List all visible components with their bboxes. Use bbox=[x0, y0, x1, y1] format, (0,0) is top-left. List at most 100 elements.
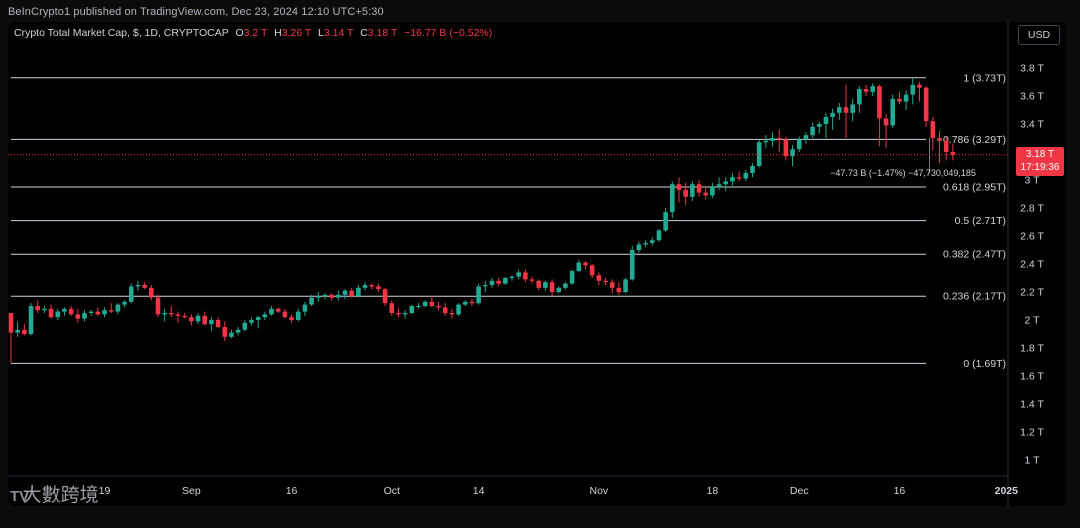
candle-62 bbox=[422, 300, 428, 308]
candle-97 bbox=[656, 229, 662, 242]
candle-body-135 bbox=[910, 84, 916, 95]
y-tick-label-5: 2 T bbox=[1025, 315, 1041, 327]
candle-body-32 bbox=[222, 327, 228, 337]
candle-body-45 bbox=[309, 297, 314, 305]
candle-1 bbox=[15, 321, 20, 337]
candle-24 bbox=[169, 306, 174, 318]
candle-body-118 bbox=[796, 139, 802, 150]
candle-6 bbox=[48, 304, 54, 319]
fib-level-label-6: 0 (1.69T) bbox=[963, 358, 1006, 370]
candle-body-75 bbox=[509, 276, 515, 278]
candle-54 bbox=[369, 283, 375, 290]
price-axis[interactable]: 1 T 1.2 T 1.4 T 1.6 T 1.8 T 2 T 2.2 T 2.4 T 2.6 … bbox=[1020, 63, 1044, 467]
y-tick-label-1: 1.2 T bbox=[1020, 427, 1044, 439]
candle-body-80 bbox=[543, 282, 548, 288]
candle-36 bbox=[249, 317, 254, 326]
candle-body-41 bbox=[282, 311, 288, 318]
candle-66 bbox=[449, 308, 455, 319]
candle-body-93 bbox=[629, 250, 635, 280]
candle-body-59 bbox=[402, 313, 408, 315]
candle-129 bbox=[870, 83, 876, 96]
x-tick-label-2: 16 bbox=[286, 485, 298, 497]
candle-body-1 bbox=[15, 329, 20, 333]
candle-body-132 bbox=[890, 98, 896, 126]
candle-body-98 bbox=[663, 212, 668, 231]
candle-118 bbox=[796, 136, 802, 152]
candle-53 bbox=[362, 282, 368, 291]
candle-body-56 bbox=[382, 289, 388, 304]
candle-body-100 bbox=[676, 184, 682, 190]
candle-134 bbox=[903, 90, 909, 110]
symbol-title[interactable]: Crypto Total Market Cap, $, 1D, CRYPTOCA… bbox=[14, 27, 229, 39]
candle-92 bbox=[623, 278, 628, 294]
candle-90 bbox=[609, 279, 615, 294]
x-tick-label-9: 2025 bbox=[995, 485, 1019, 497]
candle-body-52 bbox=[356, 287, 361, 297]
candle-body-95 bbox=[643, 243, 648, 245]
x-tick-label-7: Dec bbox=[790, 485, 809, 497]
candle-body-83 bbox=[563, 283, 568, 288]
candle-72 bbox=[489, 278, 495, 288]
candle-body-123 bbox=[830, 112, 835, 117]
candle-body-124 bbox=[837, 107, 842, 113]
candle-17 bbox=[122, 300, 127, 308]
candle-body-60 bbox=[409, 306, 415, 313]
candle-41 bbox=[282, 308, 288, 319]
chart-panel[interactable]: 1 (3.73T) 0.786 (3.29T) 0.618 (2.95T) 0.5 (… bbox=[8, 22, 1066, 506]
candle-133 bbox=[897, 91, 902, 105]
candle-body-25 bbox=[175, 314, 181, 316]
candle-130 bbox=[877, 84, 882, 147]
candle-112 bbox=[756, 139, 762, 168]
x-tick-label-4: 14 bbox=[473, 485, 485, 497]
y-tick-label-11: 3.4 T bbox=[1020, 119, 1044, 131]
candle-115 bbox=[776, 129, 782, 152]
candle-body-20 bbox=[142, 285, 147, 288]
candle-body-3 bbox=[28, 306, 34, 334]
candle-86 bbox=[583, 261, 588, 270]
y-tick-label-13: 3.8 T bbox=[1020, 63, 1044, 75]
candle-body-107 bbox=[723, 181, 729, 185]
time-axis[interactable]: 19Sep16Oct14Nov18Dec1620251 bbox=[99, 485, 1066, 497]
overlays: −47.73 B (−1.47%) −47,730,049,185 bbox=[8, 138, 1008, 178]
candle-body-47 bbox=[322, 294, 328, 297]
candle-body-96 bbox=[649, 240, 655, 243]
candle-body-23 bbox=[162, 313, 167, 315]
candle-116 bbox=[783, 136, 789, 161]
candle-76 bbox=[516, 269, 521, 280]
candle-103 bbox=[696, 180, 702, 197]
fib-retracement[interactable]: 1 (3.73T) 0.786 (3.29T) 0.618 (2.95T) 0.5 (… bbox=[11, 72, 1006, 370]
candle-34 bbox=[235, 327, 241, 336]
candle-body-127 bbox=[857, 89, 862, 105]
currency-button[interactable]: USD bbox=[1018, 25, 1060, 45]
y-tick-label-2: 1.4 T bbox=[1020, 399, 1044, 411]
last-price-tag: 3.18 T 17:19:36 bbox=[1016, 147, 1064, 176]
candle-body-33 bbox=[229, 332, 234, 337]
candle-body-119 bbox=[803, 135, 809, 140]
candle-body-74 bbox=[503, 278, 508, 284]
candle-body-126 bbox=[850, 104, 855, 113]
candle-27 bbox=[189, 314, 194, 326]
candle-body-68 bbox=[462, 301, 468, 305]
candle-body-46 bbox=[315, 296, 321, 298]
candle-8 bbox=[62, 307, 67, 316]
candle-body-91 bbox=[616, 287, 622, 292]
candlestick-chart[interactable]: 1 (3.73T) 0.786 (3.29T) 0.618 (2.95T) 0.5 (… bbox=[8, 22, 1066, 506]
candle-78 bbox=[529, 276, 535, 284]
candle-126 bbox=[850, 98, 855, 122]
candle-body-125 bbox=[843, 107, 849, 113]
candle-117 bbox=[790, 145, 795, 166]
fib-level-label-2: 0.618 (2.95T) bbox=[943, 182, 1006, 194]
open-label: O bbox=[235, 27, 244, 39]
candle-body-18 bbox=[128, 286, 134, 302]
published-caption: BeInCrypto1 published on TradingView.com… bbox=[8, 6, 384, 18]
candle-59 bbox=[402, 310, 408, 319]
candle-body-16 bbox=[115, 304, 121, 312]
candle-body-137 bbox=[923, 87, 929, 122]
candle-body-104 bbox=[703, 192, 709, 196]
y-tick-label-3: 1.6 T bbox=[1020, 371, 1044, 383]
candle-body-82 bbox=[556, 287, 562, 292]
candle-136 bbox=[917, 82, 922, 102]
candle-10 bbox=[75, 308, 81, 323]
candle-body-72 bbox=[489, 280, 495, 285]
